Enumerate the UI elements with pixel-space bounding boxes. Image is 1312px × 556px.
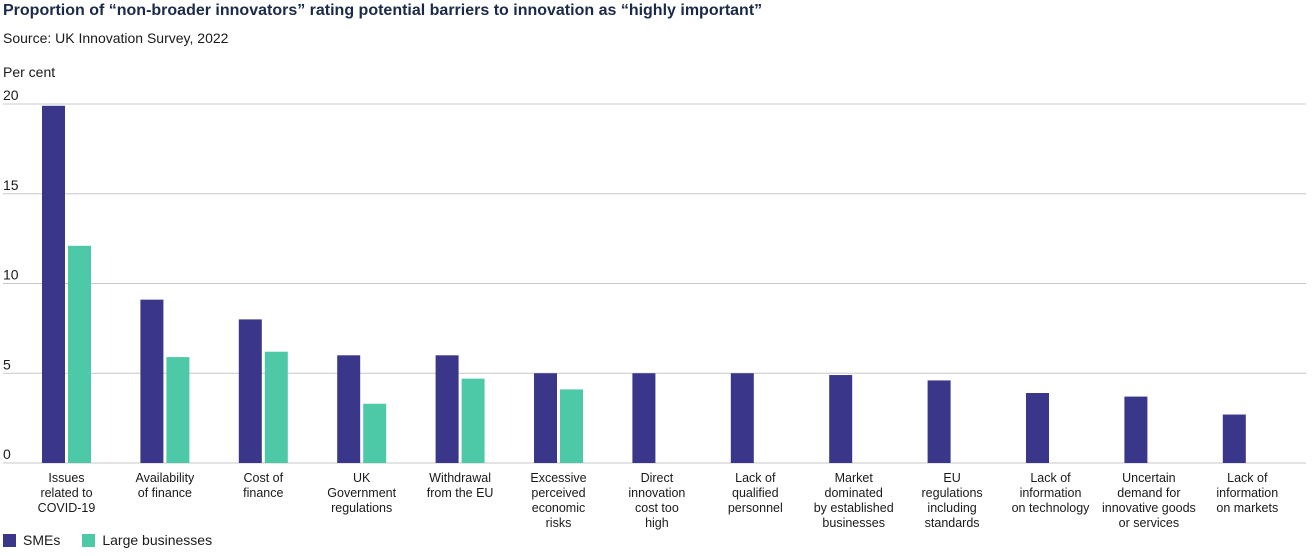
legend-label-large-businesses: Large businesses [102,532,213,548]
y-tick-label-0: 0 [3,446,11,462]
category-label-0: Issues related to COVID-19 [38,471,96,515]
bar-large-businesses-1 [166,357,190,463]
y-tick-labels: 0 5 10 15 20 [3,87,19,462]
category-label-12: Lack of information on markets [1216,471,1278,515]
bars [42,105,1246,464]
legend-swatch-smes [3,533,16,547]
bar-smes-4 [435,355,459,463]
category-label-11: Uncertain demand for innovative goods or se… [1102,471,1196,530]
legend: SMEs Large businesses [3,532,234,548]
bar-smes-3 [337,355,361,463]
category-label-10: Lack of information on technology [1012,471,1091,515]
legend-swatch-large-businesses [82,533,96,547]
bar-smes-1 [140,299,164,463]
category-label-1: Availability of finance [135,471,195,500]
bar-large-businesses-4 [461,378,485,463]
category-label-7: Lack of qualified personnel [728,471,783,515]
bar-smes-6 [632,373,656,463]
category-label-6: Direct innovation cost too high [628,471,685,530]
bar-large-businesses-2 [264,351,288,463]
bar-smes-11 [1124,396,1148,463]
category-label-3: UK Government regulations [327,471,396,515]
bar-chart: 0 5 10 15 20 Issues related to COVID-19 Availab… [3,64,1306,530]
y-tick-label-10: 10 [3,267,19,283]
chart-subtitle: Source: UK Innovation Survey, 2022 [3,30,229,46]
y-tick-label-15: 15 [3,177,19,193]
bar-smes-9 [927,380,951,463]
category-label-2: Cost of finance [243,471,283,500]
y-tick-label-5: 5 [3,356,11,372]
bar-large-businesses-5 [560,389,583,463]
bar-smes-8 [829,375,853,463]
bar-smes-7 [730,373,754,463]
legend-item-smes: SMEs [3,532,60,548]
category-label-9: EU regulations including standards [922,471,983,530]
chart-title: Proportion of “non-broader innovators” r… [3,2,763,19]
category-labels: Issues related to COVID-19 Availability of f… [38,471,1279,530]
bar-smes-10 [1026,392,1049,463]
y-axis-label: Per cent [3,64,55,80]
bar-large-businesses-3 [363,403,387,463]
bar-smes-0 [42,105,65,464]
category-label-5: Excessive perceived economic risks [530,471,586,530]
legend-label-smes: SMEs [23,532,61,548]
legend-item-large-businesses: Large businesses [82,532,212,548]
bar-smes-2 [238,319,262,463]
y-tick-label-20: 20 [3,87,19,103]
category-label-8: Market dominated by established businesses [814,471,894,530]
bar-smes-5 [534,373,557,463]
bar-smes-12 [1222,414,1246,463]
bar-large-businesses-0 [68,245,91,463]
category-label-4: Withdrawal from the EU [427,471,494,500]
